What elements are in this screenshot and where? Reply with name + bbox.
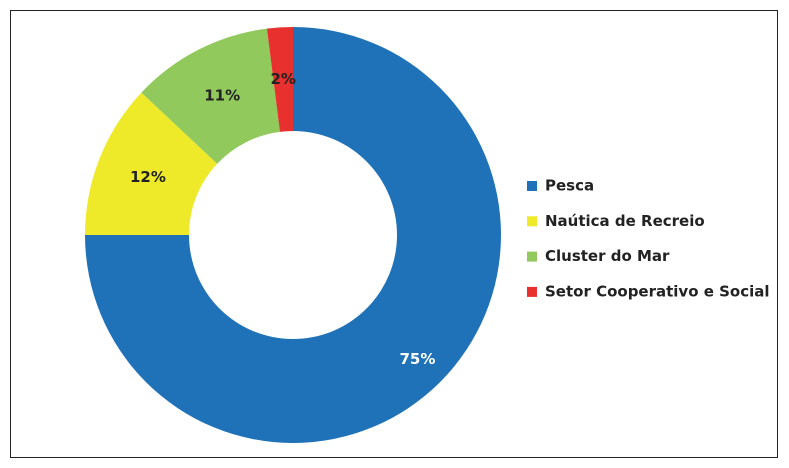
legend-label: Cluster do Mar bbox=[545, 247, 670, 265]
legend-swatch bbox=[527, 181, 537, 191]
data-label: 75% bbox=[399, 350, 435, 368]
legend-swatch bbox=[527, 251, 537, 262]
data-label: 2% bbox=[270, 70, 295, 88]
legend-label: Setor Cooperativo e Social bbox=[545, 282, 770, 300]
donut-slice bbox=[85, 92, 218, 236]
legend-label: Pesca bbox=[545, 177, 594, 195]
legend-swatch bbox=[527, 216, 537, 227]
legend-swatch bbox=[527, 286, 537, 297]
legend-label: Naútica de Recreio bbox=[545, 212, 705, 230]
donut-slice bbox=[85, 27, 501, 443]
data-label: 11% bbox=[204, 87, 240, 105]
donut-slice bbox=[266, 27, 293, 132]
data-label: 12% bbox=[130, 168, 166, 186]
donut-slice bbox=[141, 28, 280, 164]
